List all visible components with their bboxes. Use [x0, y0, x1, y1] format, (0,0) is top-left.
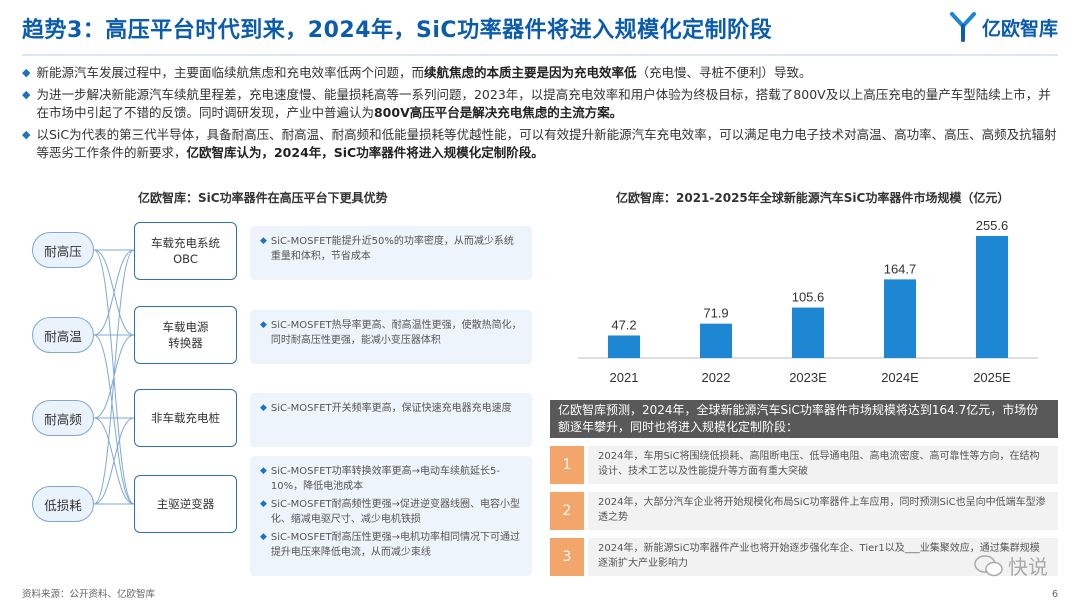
forecast-summary: 亿欧智库预测，2024年，全球新能源汽车SiC功率器件市场规模将达到164.7亿… [550, 400, 1058, 438]
title-divider [22, 54, 1058, 56]
bar-2025E [976, 236, 1008, 358]
description-box: ◆ SiC-MOSFET能提升近50%的功率密度，从而减少系统重量和体积，节省成本 [250, 226, 532, 280]
advantage-diagram: 耐高压 耐高温 耐高频 低损耗 车载充电系统 OBC 车载电源 转换器 非车载充… [22, 214, 542, 584]
bullet-marker-icon: ◆ [260, 403, 267, 413]
property-high-temperature: 耐高温 [32, 317, 94, 353]
description-box: ◆ SiC-MOSFET热导率更高、耐高温性更强，使散热简化，同时耐高压性更强，能… [250, 310, 532, 364]
watermark-text: 快说 [1008, 555, 1048, 579]
source-note: 资料来源：公开资料、亿欧智库 [22, 589, 156, 600]
forecast-item-number: 1 [550, 446, 584, 484]
property-high-frequency: 耐高频 [32, 400, 94, 436]
forecast-item-number: 2 [550, 492, 584, 530]
application-main-inverter: 主驱逆变器 [134, 475, 237, 533]
yiou-logo-icon [949, 12, 976, 42]
connector-lines [93, 249, 135, 505]
bullet-marker-icon: ◆ [22, 128, 31, 141]
x-tick-2025E: 2025E [973, 370, 1011, 385]
data-label-2024E: 164.7 [884, 261, 917, 276]
page-number: 6 [1051, 589, 1058, 600]
property-low-loss: 低损耗 [32, 486, 94, 522]
bullet-marker-icon: ◆ [22, 66, 31, 79]
chart-title: 亿欧智库：2021-2025年全球新能源汽车SiC功率器件市场规模（亿元） [616, 191, 1010, 205]
forecast-item-text: 2024年，大部分汽车企业将开始规模化布局SiC功率器件上车应用，同时预测SiC… [588, 492, 1058, 530]
page-title: 趋势3：高压平台时代到来，2024年，SiC功率器件将进入规模化定制阶段 [22, 18, 773, 43]
data-label-2022: 71.9 [703, 306, 728, 321]
forecast-item-number: 3 [550, 538, 584, 576]
bar-chart-svg: 47.2 2021 71.9 2022 105.6 2023E 164.7 2024E 255.… [578, 218, 1038, 385]
brand-logo: 亿欧智库 [949, 12, 1058, 42]
left-panel-title: 亿欧智库：SiC功率器件在高压平台下更具优势 [138, 191, 388, 205]
logo-text: 亿欧智库 [981, 17, 1058, 40]
data-label-2023E: 105.6 [792, 290, 825, 305]
market-size-chart: 47.2 2021 71.9 2022 105.6 2023E 164.7 2024E 255.… [558, 208, 1058, 394]
data-label-2021: 47.2 [611, 317, 636, 332]
x-tick-2021: 2021 [610, 370, 639, 385]
intro-bullets: ◆ 新能源汽车发展过程中，主要面临续航焦虑和充电效率低两个问题，而续航焦虑的本质… [22, 64, 1058, 166]
property-high-voltage: 耐高压 [32, 232, 94, 268]
bullet-item: ◆ 以SiC为代表的第三代半导体，具备耐高压、耐高温、耐高频和低能量损耗等优越性… [22, 127, 1057, 160]
application-obc: 车载充电系统 OBC [134, 222, 237, 280]
bullet-marker-icon: ◆ [260, 499, 267, 509]
bullet-item: ◆ 为进一步解决新能源汽车续航里程差，充电速度慢、能量损耗高等一系列问题，202… [22, 87, 1051, 120]
x-tick-2024E: 2024E [881, 370, 919, 385]
watermark: 快说 [974, 551, 1048, 580]
bar-2021 [608, 335, 640, 358]
data-label-2025E: 255.6 [976, 218, 1009, 233]
bullet-marker-icon: ◆ [260, 532, 267, 542]
wechat-icon [974, 554, 1003, 576]
application-dc-converter: 车载电源 转换器 [134, 306, 237, 364]
bar-2023E [792, 307, 824, 358]
bullet-marker-icon: ◆ [260, 320, 267, 330]
forecast-item: 1 2024年，车用SiC将围绕低损耗、高阻断电压、低导通电阻、高电流密度、高可… [550, 446, 1058, 484]
bullet-marker-icon: ◆ [260, 236, 267, 246]
x-tick-2023E: 2023E [789, 370, 827, 385]
bar-2024E [884, 279, 916, 358]
description-box: ◆ SiC-MOSFET开关频率更高，保证快速充电器充电速度 [250, 393, 532, 447]
forecast-item: 2 2024年，大部分汽车企业将开始规模化布局SiC功率器件上车应用，同时预测S… [550, 492, 1058, 530]
forecast-item-text: 2024年，车用SiC将围绕低损耗、高阻断电压、低导通电阻、高电流密度、高可靠性… [588, 446, 1058, 484]
bullet-marker-icon: ◆ [22, 88, 31, 101]
application-charging-pile: 非车载充电桩 [134, 389, 237, 447]
x-tick-2022: 2022 [702, 370, 731, 385]
description-box: ◆ SiC-MOSFET功率转换效率更高→电动车续航延长5-10%，降低电池成本 … [250, 456, 532, 576]
bullet-marker-icon: ◆ [260, 466, 267, 476]
bar-2022 [700, 323, 732, 358]
bullet-item: ◆ 新能源汽车发展过程中，主要面临续航焦虑和充电效率低两个问题，而续航焦虑的本质… [22, 65, 812, 80]
